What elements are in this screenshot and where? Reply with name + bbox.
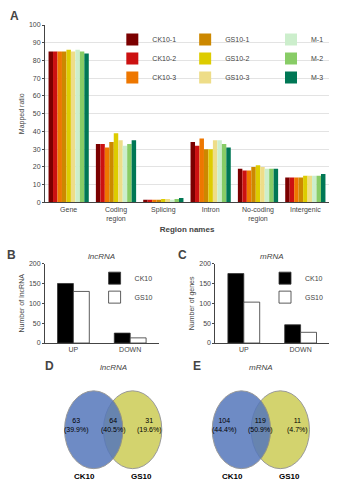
- svg-text:31(19.6%): 31(19.6%): [137, 417, 162, 434]
- svg-text:Intron: Intron: [202, 206, 220, 213]
- svg-text:CK10-2: CK10-2: [152, 55, 176, 62]
- svg-text:200: 200: [29, 260, 41, 267]
- svg-text:150: 150: [199, 280, 211, 287]
- svg-text:CK10: CK10: [305, 275, 323, 282]
- svg-text:lncRNA: lncRNA: [100, 363, 127, 372]
- svg-text:C: C: [178, 248, 187, 262]
- svg-text:DOWN: DOWN: [119, 346, 141, 353]
- svg-text:CK10: CK10: [135, 275, 153, 282]
- svg-text:lncRNA: lncRNA: [88, 252, 115, 261]
- svg-text:Codingregion: Codingregion: [105, 206, 127, 223]
- svg-text:150: 150: [29, 280, 41, 287]
- svg-text:Number of genes: Number of genes: [188, 276, 196, 330]
- svg-text:UP: UP: [239, 346, 249, 353]
- svg-text:60: 60: [33, 92, 41, 99]
- svg-text:Intergenic: Intergenic: [290, 206, 321, 214]
- svg-text:CK10-3: CK10-3: [152, 74, 176, 81]
- svg-text:11(4.7%): 11(4.7%): [287, 417, 308, 434]
- svg-text:CK10: CK10: [74, 472, 95, 481]
- svg-text:E: E: [193, 359, 201, 373]
- svg-text:80: 80: [33, 57, 41, 64]
- svg-text:20: 20: [33, 163, 41, 170]
- svg-text:40: 40: [33, 128, 41, 135]
- svg-text:0: 0: [37, 199, 41, 206]
- svg-text:Region names: Region names: [160, 225, 215, 234]
- svg-text:mRNA: mRNA: [249, 363, 273, 372]
- svg-text:M-3: M-3: [311, 74, 323, 81]
- svg-text:0: 0: [207, 339, 211, 346]
- svg-text:Gene: Gene: [60, 206, 77, 213]
- svg-text:10: 10: [33, 181, 41, 188]
- svg-text:D: D: [45, 359, 54, 373]
- svg-text:90: 90: [33, 39, 41, 46]
- svg-text:104(44.4%): 104(44.4%): [212, 417, 237, 434]
- svg-text:GS10: GS10: [131, 472, 152, 481]
- svg-text:No-codingregion: No-codingregion: [242, 206, 274, 223]
- svg-text:50: 50: [203, 320, 211, 327]
- svg-text:GS10: GS10: [135, 294, 153, 301]
- svg-text:B: B: [7, 248, 16, 262]
- svg-text:mRNA: mRNA: [260, 252, 284, 261]
- svg-text:M-2: M-2: [311, 55, 323, 62]
- svg-text:30: 30: [33, 146, 41, 153]
- svg-text:100: 100: [29, 300, 41, 307]
- svg-text:64(40.5%): 64(40.5%): [101, 417, 126, 434]
- svg-text:DOWN: DOWN: [290, 346, 312, 353]
- svg-text:CK10-1: CK10-1: [152, 36, 176, 43]
- svg-text:GS10-2: GS10-2: [225, 55, 249, 62]
- svg-text:A: A: [10, 9, 19, 23]
- svg-text:119(50.9%): 119(50.9%): [248, 417, 273, 434]
- svg-text:63(39.9%): 63(39.9%): [64, 417, 89, 434]
- svg-text:100: 100: [199, 300, 211, 307]
- svg-text:Mapped ratio: Mapped ratio: [18, 93, 26, 134]
- svg-text:GS10: GS10: [305, 294, 323, 301]
- svg-text:50: 50: [33, 320, 41, 327]
- svg-text:GS10: GS10: [279, 472, 300, 481]
- svg-text:Splicing: Splicing: [151, 206, 176, 214]
- svg-text:UP: UP: [69, 346, 79, 353]
- svg-text:0: 0: [37, 339, 41, 346]
- svg-text:GS10-1: GS10-1: [225, 36, 249, 43]
- svg-text:100: 100: [29, 21, 41, 28]
- svg-text:GS10-3: GS10-3: [225, 74, 249, 81]
- svg-text:50: 50: [33, 110, 41, 117]
- svg-text:CK10: CK10: [222, 472, 243, 481]
- svg-text:70: 70: [33, 75, 41, 82]
- svg-text:Number of lncRNA: Number of lncRNA: [18, 274, 25, 333]
- svg-text:M-1: M-1: [311, 36, 323, 43]
- svg-text:200: 200: [199, 260, 211, 267]
